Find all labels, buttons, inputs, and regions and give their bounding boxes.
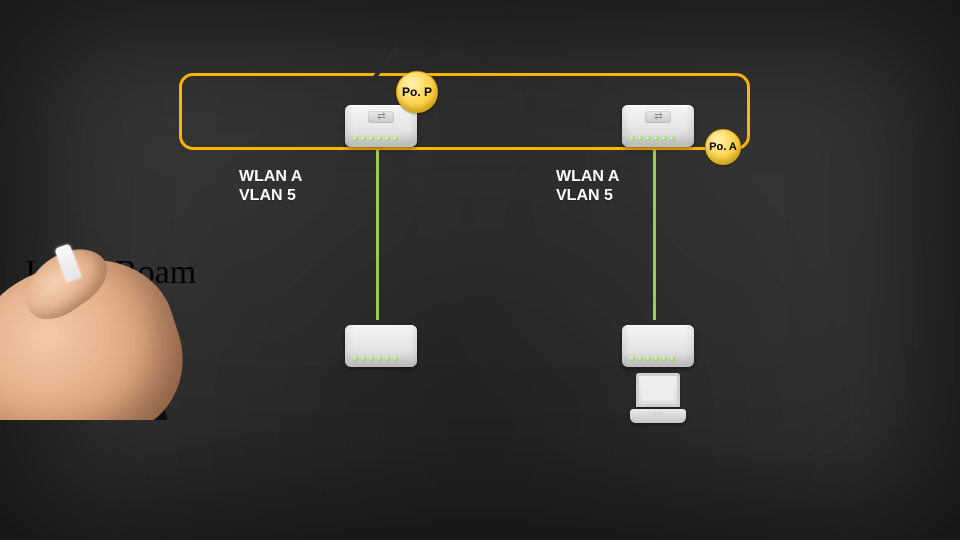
wlan-label-right: WLAN A VLAN 5 [556, 167, 619, 205]
hand-holding-chalk [0, 235, 200, 420]
stage: ⇄ ⇄ Po. P Po. A WLAN A VLAN 5 WLAN A VLA… [0, 0, 960, 540]
led-strip [353, 356, 398, 361]
switch-bottom-left [345, 325, 417, 367]
laptop-icon [630, 373, 686, 423]
led-strip [630, 136, 675, 141]
switch-top-left: ⇄ [345, 105, 417, 147]
poa-badge-label: Po. A [709, 141, 737, 153]
poa-badge: Po. A [705, 129, 741, 165]
wlan-label-left: WLAN A VLAN 5 [239, 167, 302, 205]
switch-arrows-icon: ⇄ [377, 111, 384, 122]
laptop-screen [636, 373, 680, 407]
laptop-base [630, 409, 686, 423]
link-right [653, 150, 656, 320]
switch-arrows-icon: ⇄ [654, 111, 661, 122]
switch-top-right: ⇄ [622, 105, 694, 147]
pop-badge-label: Po. P [402, 85, 432, 99]
led-strip [630, 356, 675, 361]
pop-badge: Po. P [396, 71, 438, 113]
link-left [376, 150, 379, 320]
switch-bottom-right [622, 325, 694, 367]
led-strip [353, 136, 398, 141]
